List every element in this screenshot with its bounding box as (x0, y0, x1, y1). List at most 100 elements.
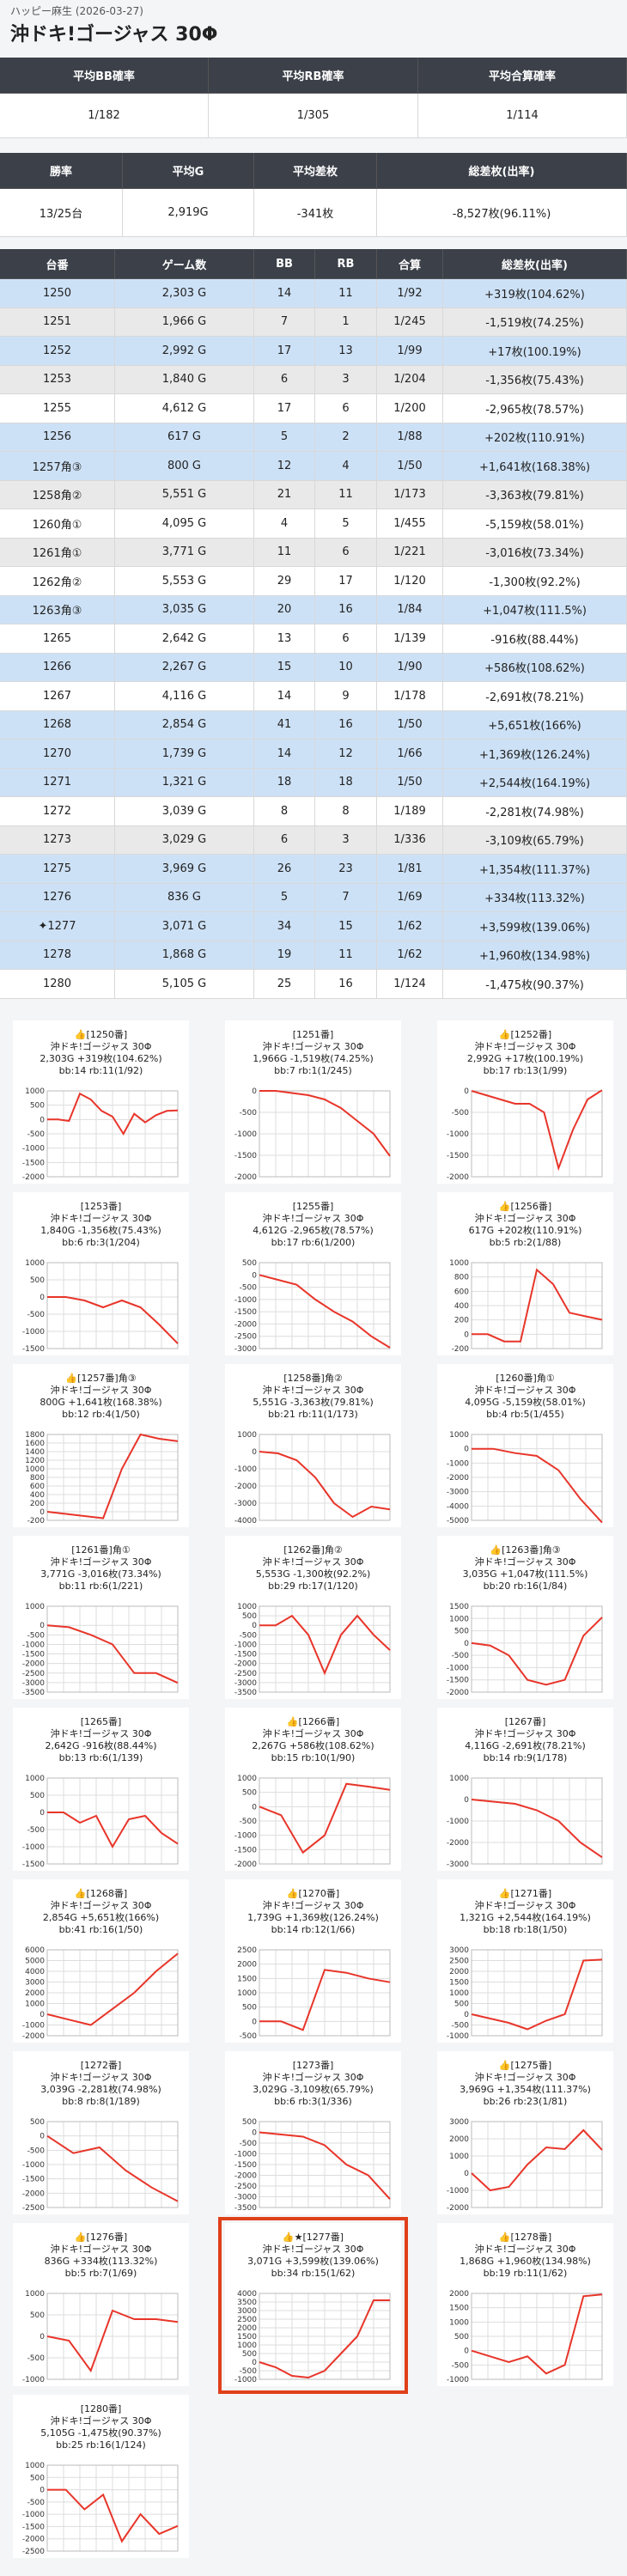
cell: -1,356枚(75.43%) (443, 365, 627, 394)
y-tick-label: -200 (27, 1517, 46, 1526)
line (46, 2134, 179, 2202)
card (13, 1536, 189, 1699)
y-tick-label: -1000 (22, 1328, 45, 1337)
chart-stats: 5,105G -1,475枚(90.37%) (40, 2427, 161, 2439)
y-tick-label: 200 (454, 1317, 469, 1325)
card (13, 2223, 189, 2386)
plot-border (46, 1605, 179, 1693)
y-tick-label: 1000 (237, 1431, 257, 1440)
chart-subtitle: 沖ドキ!ゴージャス 30Φ (51, 2415, 152, 2427)
chart-stats: 2,992G +17枚(100.19%) (467, 1052, 583, 1064)
card (225, 1364, 401, 1527)
chart-subtitle: 沖ドキ!ゴージャス 30Φ (51, 1899, 152, 1911)
line (259, 1090, 391, 1157)
card (13, 2051, 189, 2214)
cell: 11 (254, 538, 315, 567)
y-tick-label: -2000 (234, 1483, 257, 1491)
y-tick-label: -2000 (447, 1689, 469, 1697)
cell: 1272 (0, 797, 115, 826)
chart-stats: 1,840G -1,356枚(75.43%) (40, 1224, 161, 1236)
y-tick-label: -1000 (447, 2187, 469, 2195)
chart-bonus: bb:21 rb:11(1/173) (268, 1409, 358, 1420)
y-tick-label: -3000 (234, 1345, 257, 1354)
chart-bonus: bb:14 rb:9(1/178) (484, 1752, 568, 1763)
cell: 7 (315, 883, 377, 912)
y-tick-label: -2000 (234, 1320, 257, 1329)
y-tick-label: 1000 (25, 1465, 45, 1474)
chart-subtitle: 沖ドキ!ゴージャス 30Φ (263, 1212, 364, 1224)
cell: 1/62 (377, 941, 443, 970)
cell: 3 (315, 365, 377, 394)
y-tick-label: -2500 (22, 1670, 45, 1678)
cell: -2,691枚(78.21%) (443, 682, 627, 711)
chart-stats: 3,071G +3,599枚(139.06%) (247, 2255, 379, 2267)
y-tick-label: 500 (242, 2118, 257, 2127)
line (259, 1274, 391, 1349)
y-tick-label: -500 (240, 2367, 258, 2376)
cell: 1/204 (377, 365, 443, 394)
chart-stats: 1,321G +2,544枚(164.19%) (460, 1911, 591, 1923)
card (437, 1192, 613, 1355)
cell: -8,527枚(96.11%) (377, 189, 627, 237)
y-tick-label: -3000 (234, 2194, 257, 2202)
line (471, 1799, 603, 1859)
line (46, 2309, 179, 2373)
header-cell: BB (254, 249, 315, 279)
y-tick-label: 500 (30, 2474, 45, 2482)
card (437, 2051, 613, 2214)
cell: 1276 (0, 883, 115, 912)
chart-title: 👍[1266番] (287, 1716, 339, 1727)
chart-bonus: bb:19 rb:11(1/62) (484, 2268, 568, 2279)
header-cell: 平均G (123, 153, 254, 189)
y-tick-label: 0 (464, 2348, 469, 2356)
chart-stats: 4,612G -2,965枚(78.57%) (253, 1224, 374, 1236)
chart-title: [1255番] (293, 1201, 334, 1212)
plot-border (259, 2293, 391, 2380)
y-tick-label: -500 (240, 1109, 258, 1117)
y-tick-label: -2500 (234, 1670, 257, 1678)
cell: 5 (254, 423, 315, 452)
y-tick-label: -2000 (447, 2204, 469, 2213)
card (437, 1020, 613, 1184)
y-tick-label: 500 (454, 2001, 469, 2009)
y-tick-label: -3000 (234, 1679, 257, 1688)
y-tick-label: -1000 (22, 1641, 45, 1649)
plot-border (259, 2121, 391, 2208)
y-tick-label: 3000 (449, 1946, 469, 1955)
cell: 1258角② (0, 480, 115, 509)
cell: 2,919G (123, 189, 254, 237)
y-tick-label: 800 (30, 1474, 45, 1483)
cell: 10 (315, 653, 377, 682)
header-cell: 総差枚(出率) (443, 249, 627, 279)
y-tick-label: -2000 (234, 2172, 257, 2181)
cell: 1256 (0, 423, 115, 452)
y-tick-label: 500 (454, 2333, 469, 2342)
card (225, 1536, 401, 1699)
y-tick-label: -500 (452, 2022, 470, 2031)
chart-title: 👍[1276番] (75, 2232, 127, 2243)
cell: -1,475枚(90.37%) (443, 970, 627, 999)
y-tick-label: 1000 (449, 1989, 469, 1998)
y-tick-label: 2500 (449, 1958, 469, 1966)
cell: +319枚(104.62%) (443, 279, 627, 308)
chart-bonus: bb:8 rb:8(1/189) (62, 2096, 140, 2107)
y-tick-label: 500 (454, 1628, 469, 1636)
plot-border (46, 1777, 179, 1865)
cell: -916枚(88.44%) (443, 624, 627, 654)
line (46, 1624, 179, 1684)
chart-title: [1261番]角① (71, 1544, 131, 1556)
plot-border (471, 1090, 603, 1178)
chart-title: 👍[1271番] (499, 1888, 551, 1899)
y-tick-label: 0 (464, 1446, 469, 1454)
y-tick-label: -1000 (447, 1130, 469, 1139)
y-tick-label: -1500 (22, 1159, 45, 1167)
chart-title: [1262番]角② (283, 1544, 343, 1556)
y-tick-label: -1000 (447, 1818, 469, 1826)
chart-bonus: bb:6 rb:3(1/204) (62, 1237, 140, 1248)
plot-border (46, 2121, 179, 2208)
y-tick-label: 0 (252, 1803, 257, 1812)
y-tick-label: 1000 (25, 2462, 45, 2470)
y-tick-label: 500 (30, 1792, 45, 1800)
